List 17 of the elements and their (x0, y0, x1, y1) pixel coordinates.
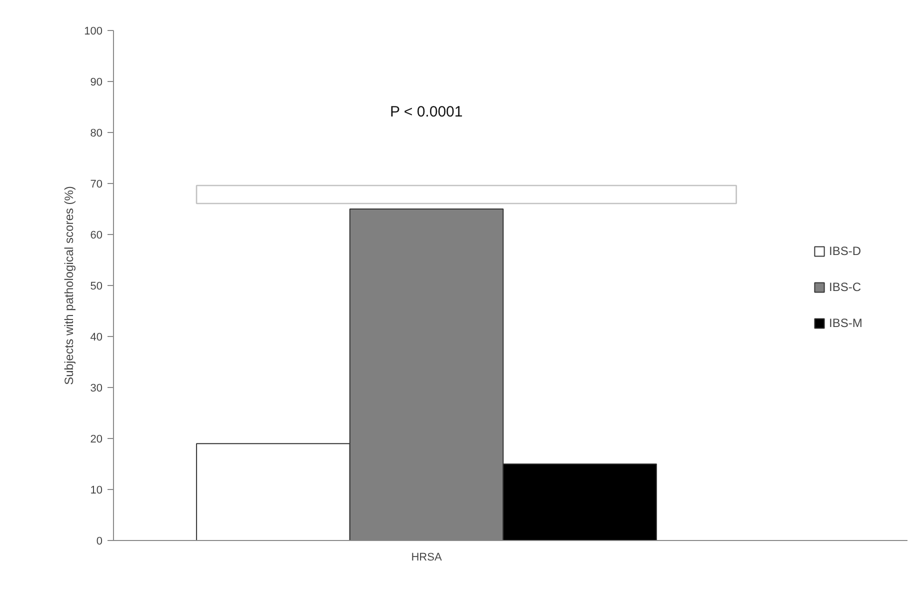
x-tick-label: HRSA (411, 552, 442, 564)
legend-label: IBS-M (829, 316, 862, 330)
legend-label: IBS-C (829, 280, 862, 294)
y-tick-label: 70 (90, 178, 103, 190)
y-tick-label: 60 (90, 230, 103, 242)
y-tick-label: 40 (90, 332, 103, 344)
annotation: P < 0.0001 (390, 104, 463, 120)
y-tick-label: 0 (96, 536, 103, 548)
y-axis-title: Subjects with pathological scores (%) (62, 186, 76, 385)
y-tick-label: 50 (90, 280, 103, 292)
y-tick-label: 100 (84, 26, 103, 38)
y-tick-label: 30 (90, 382, 103, 394)
y-tick-label: 10 (90, 484, 103, 496)
y-tick-label: 90 (90, 76, 103, 88)
y-tick-label: 80 (90, 128, 103, 140)
legend-label: IBS-D (829, 244, 862, 258)
y-tick-label: 20 (90, 434, 103, 446)
